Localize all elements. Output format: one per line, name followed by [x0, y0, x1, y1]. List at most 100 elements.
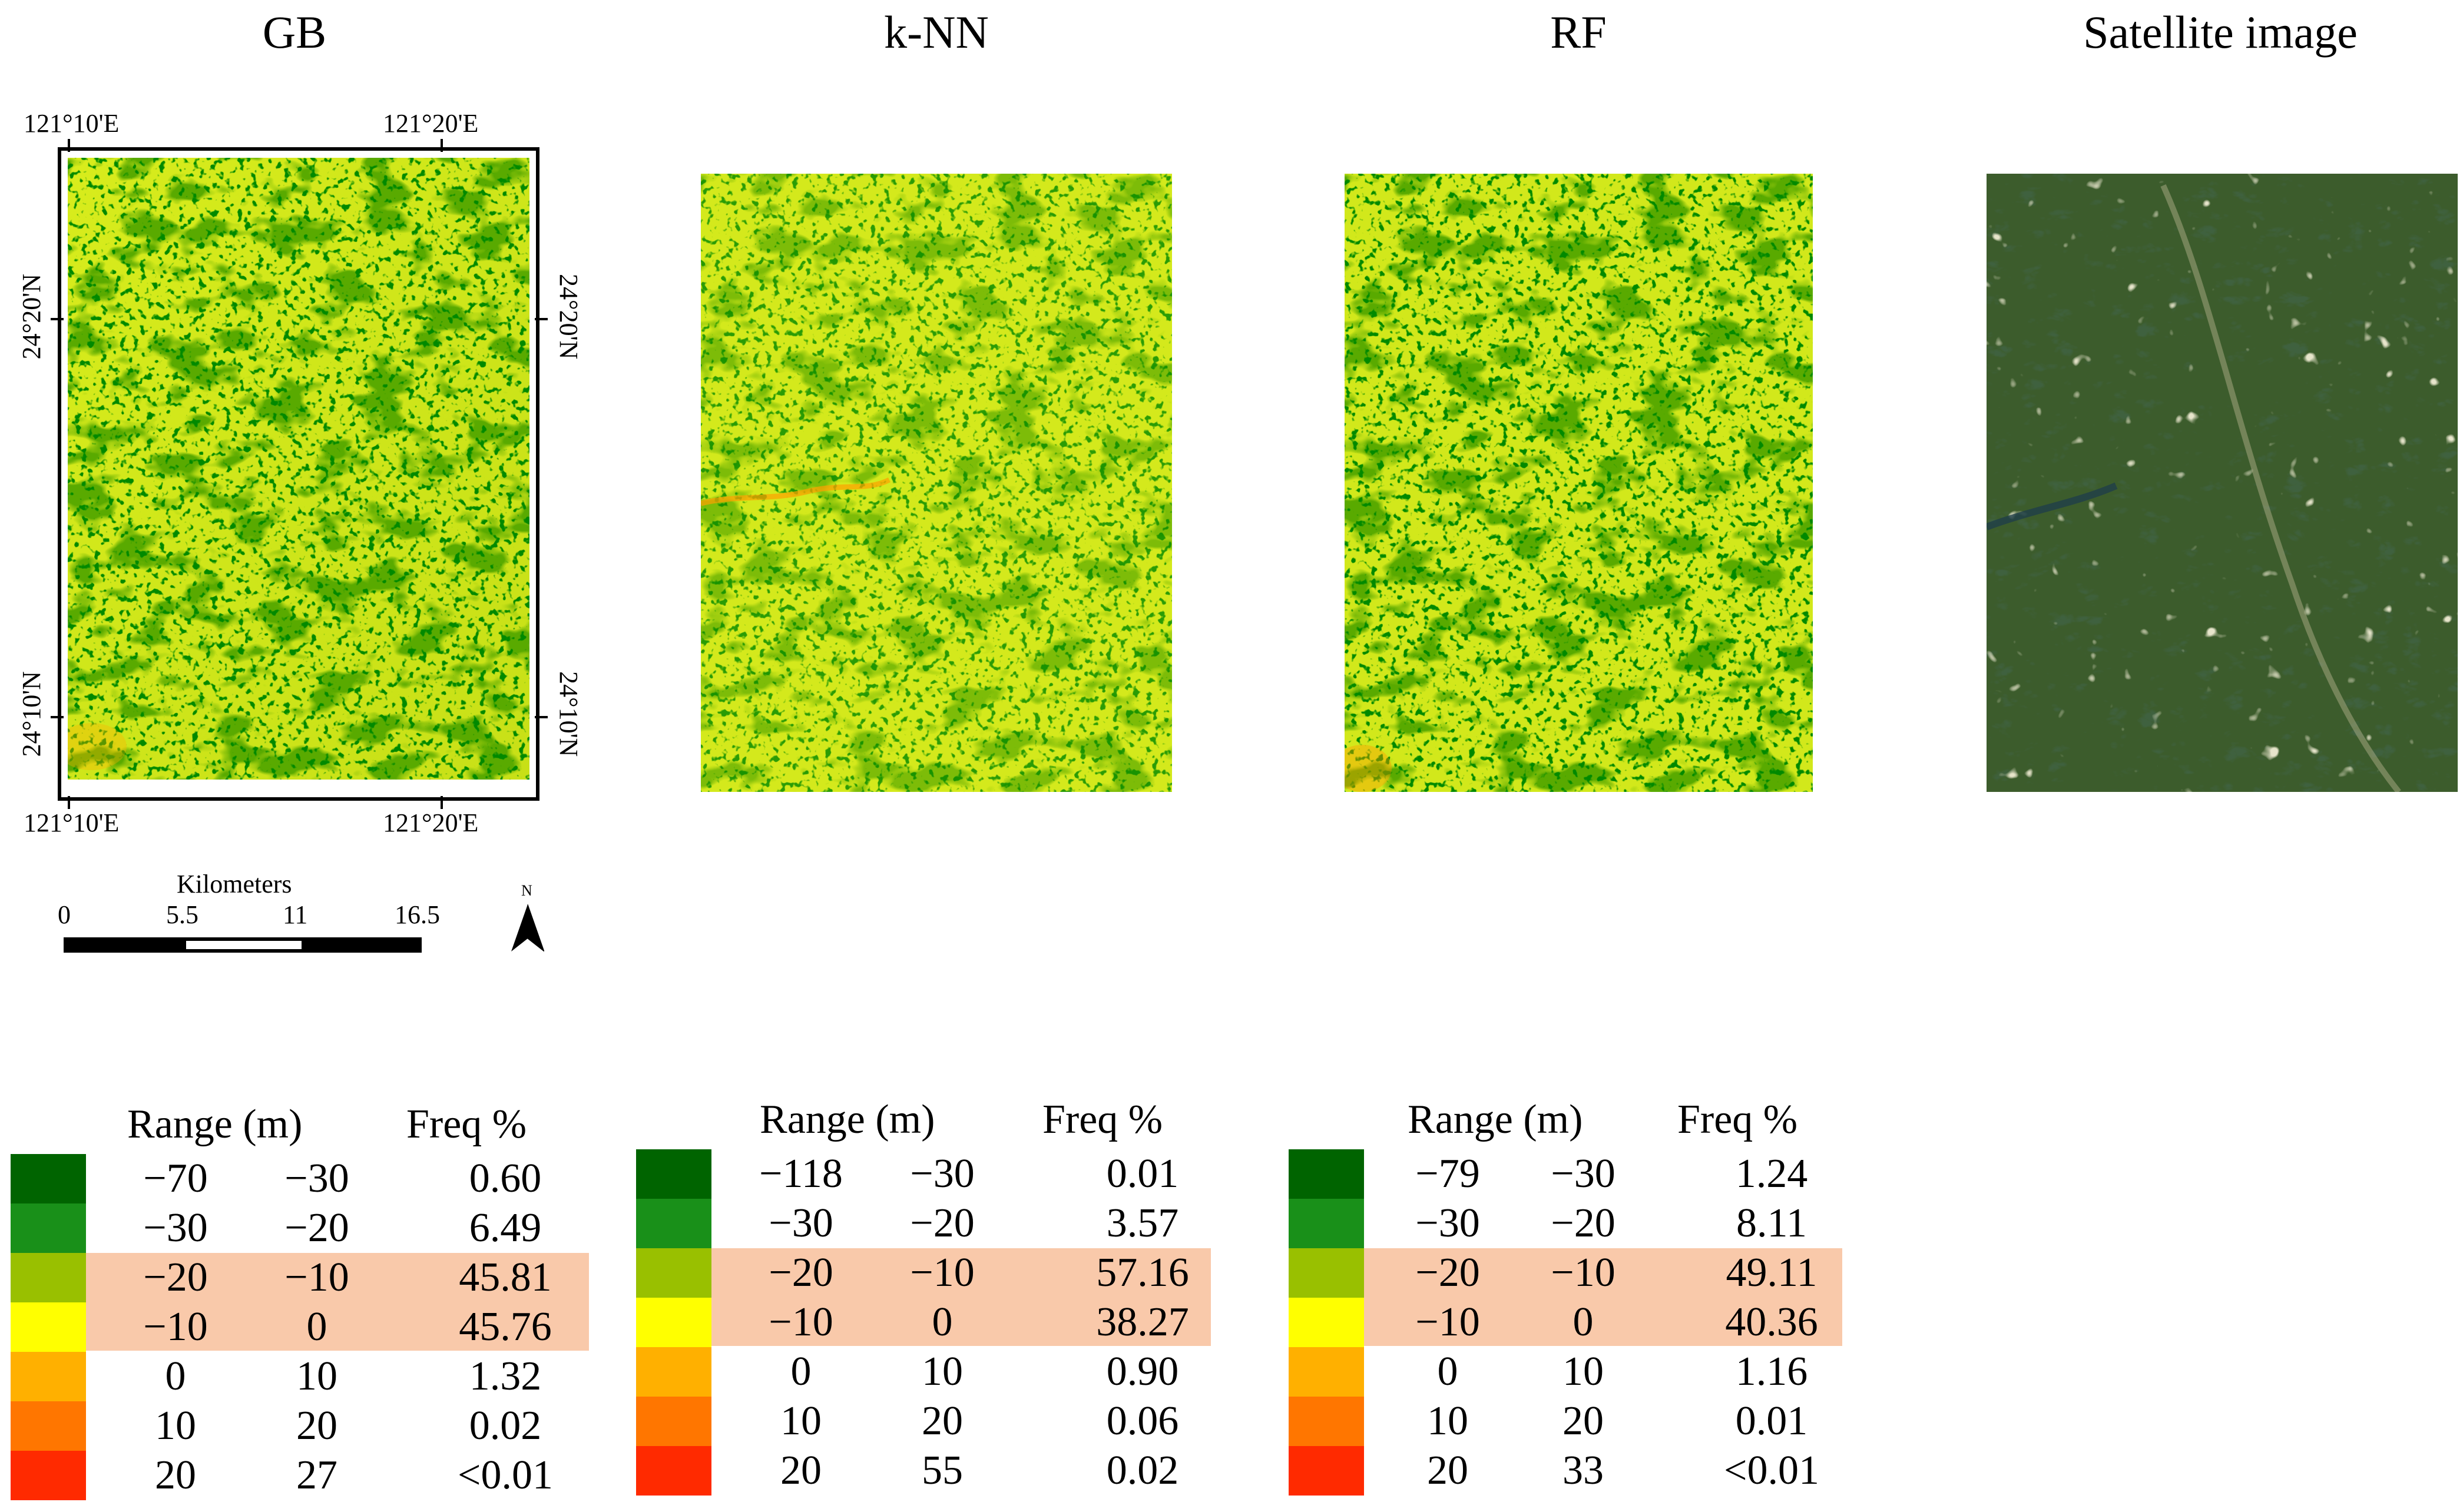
- legend-row: 20 55 0.02: [636, 1446, 1225, 1496]
- legend-min-cell: 20: [780, 1448, 822, 1493]
- legend-swatch: [636, 1446, 711, 1496]
- legend-max-cell: 10: [922, 1349, 963, 1394]
- legend-freq-cell: 0.02: [469, 1403, 542, 1448]
- rf-title: RF: [1550, 6, 1607, 58]
- scale-bar-white-segment: [186, 941, 302, 949]
- legend-freq-cell: 57.16: [1096, 1250, 1189, 1295]
- legend-min-cell: 0: [790, 1349, 812, 1394]
- legend-swatch: [11, 1154, 86, 1203]
- legend-knn: Range (m) Freq % −118 −30 0.01 −30 −20 3.57 −2…: [636, 1096, 1225, 1503]
- legend-rf: Range (m) Freq % −79 −30 1.24 −30 −20 8.11 −20…: [1289, 1096, 1878, 1503]
- legend-swatch: [636, 1298, 711, 1347]
- gb-tick-top-left: [68, 139, 70, 152]
- satellite-title: Satellite image: [2083, 6, 2358, 58]
- legend-freq-cell: 8.11: [1736, 1201, 1807, 1246]
- legend-min-cell: −20: [143, 1255, 208, 1300]
- legend-max-cell: −20: [910, 1201, 975, 1246]
- legend-swatch: [11, 1451, 86, 1500]
- top-lon-left: 121°10'E: [24, 109, 120, 138]
- legend-freq-cell: 6.49: [469, 1205, 542, 1251]
- legend-row: −20 −10 45.81: [11, 1253, 600, 1302]
- bottom-lon-right: 121°20'E: [383, 808, 479, 837]
- legend-max-cell: 10: [1562, 1349, 1604, 1394]
- legend-swatch: [1289, 1446, 1364, 1496]
- legend-row: 20 27 <0.01: [11, 1451, 600, 1500]
- legend-swatch: [636, 1149, 711, 1199]
- legend-min-cell: −118: [759, 1151, 843, 1196]
- legend-max-cell: 20: [296, 1403, 337, 1448]
- legend-row: 10 20 0.06: [636, 1397, 1225, 1446]
- legend-row: −10 0 40.36: [1289, 1298, 1878, 1347]
- legend-max-cell: 27: [296, 1453, 337, 1498]
- legend-row: −30 −20 6.49: [11, 1203, 600, 1253]
- legend-swatch: [636, 1347, 711, 1397]
- legend-swatch: [1289, 1347, 1364, 1397]
- legend-min-cell: 10: [780, 1398, 822, 1444]
- legend-row: −79 −30 1.24: [1289, 1149, 1878, 1199]
- legend-min-cell: −10: [143, 1304, 208, 1349]
- legend-row: −30 −20 8.11: [1289, 1199, 1878, 1248]
- legend-rf-freq-header: Freq %: [1677, 1097, 1798, 1142]
- legend-max-cell: 55: [922, 1448, 963, 1493]
- legend-knn-freq-header: Freq %: [1042, 1097, 1163, 1142]
- scale-tick-0: 0: [58, 900, 71, 929]
- legend-freq-cell: 0.02: [1106, 1448, 1179, 1493]
- legend-freq-cell: 0.60: [469, 1156, 542, 1201]
- rf-map: [1345, 174, 1813, 792]
- legend-row: −70 −30 0.60: [11, 1154, 600, 1203]
- legend-row: 0 10 1.16: [1289, 1347, 1878, 1397]
- right-lat-bottom: 24°10'N: [554, 671, 583, 757]
- legend-min-cell: −20: [1415, 1250, 1480, 1295]
- gb-tick-bottom-left: [68, 796, 70, 809]
- legend-freq-cell: 38.27: [1096, 1299, 1189, 1345]
- legend-min-cell: −79: [1415, 1151, 1480, 1196]
- legend-freq-cell: 1.24: [1735, 1151, 1808, 1196]
- legend-freq-cell: 40.36: [1725, 1299, 1818, 1345]
- gb-tick-left-top: [51, 318, 64, 320]
- legend-gb-range-header: Range (m): [127, 1102, 303, 1147]
- legend-freq-cell: 49.11: [1726, 1250, 1818, 1295]
- legend-max-cell: 10: [296, 1354, 337, 1399]
- legend-swatch: [11, 1401, 86, 1451]
- legend-min-cell: 10: [1427, 1398, 1468, 1444]
- legend-row: 0 10 1.32: [11, 1352, 600, 1401]
- legend-row: 0 10 0.90: [636, 1347, 1225, 1397]
- scale-tick-2: 11: [283, 900, 308, 929]
- legend-min-cell: −30: [143, 1205, 208, 1251]
- legend-freq-cell: 45.76: [459, 1304, 552, 1349]
- legend-freq-cell: 0.01: [1735, 1398, 1808, 1444]
- legend-row: −20 −10 57.16: [636, 1248, 1225, 1298]
- legend-max-cell: −20: [284, 1205, 349, 1251]
- legend-gb: Range (m) Freq % −70 −30 0.60 −30 −20 6.49 −20…: [11, 1101, 600, 1507]
- legend-freq-cell: 0.90: [1106, 1349, 1179, 1394]
- legend-min-cell: 20: [1427, 1448, 1468, 1493]
- legend-swatch: [636, 1248, 711, 1298]
- legend-max-cell: 20: [922, 1398, 963, 1444]
- gb-title: GB: [262, 6, 327, 58]
- gb-tick-right-bottom: [535, 716, 548, 718]
- legend-max-cell: 0: [306, 1304, 327, 1349]
- legend-max-cell: −10: [284, 1255, 349, 1300]
- legend-swatch: [11, 1203, 86, 1253]
- scale-tick-3: 16.5: [395, 900, 440, 929]
- legend-rf-highlight: [1364, 1248, 1842, 1346]
- legend-swatch: [1289, 1298, 1364, 1347]
- knn-title: k-NN: [884, 6, 989, 58]
- gb-tick-left-bottom: [51, 716, 64, 718]
- legend-row: −30 −20 3.57: [636, 1199, 1225, 1248]
- legend-row: 20 33 <0.01: [1289, 1446, 1878, 1496]
- legend-row: 10 20 0.02: [11, 1401, 600, 1451]
- legend-min-cell: 0: [165, 1354, 186, 1399]
- legend-gb-highlight: [86, 1253, 589, 1351]
- legend-row: 10 20 0.01: [1289, 1397, 1878, 1446]
- legend-min-cell: 0: [1437, 1349, 1458, 1394]
- legend-row: −118 −30 0.01: [636, 1149, 1225, 1199]
- bottom-lon-left: 121°10'E: [24, 808, 120, 837]
- right-lat-top: 24°20'N: [554, 274, 583, 360]
- gb-tick-bottom-right: [441, 796, 443, 809]
- knn-map: [701, 174, 1172, 792]
- top-lon-right: 121°20'E: [383, 109, 479, 138]
- legend-gb-freq-header: Freq %: [406, 1102, 527, 1147]
- legend-max-cell: −30: [910, 1151, 975, 1196]
- legend-max-cell: 0: [1573, 1299, 1594, 1345]
